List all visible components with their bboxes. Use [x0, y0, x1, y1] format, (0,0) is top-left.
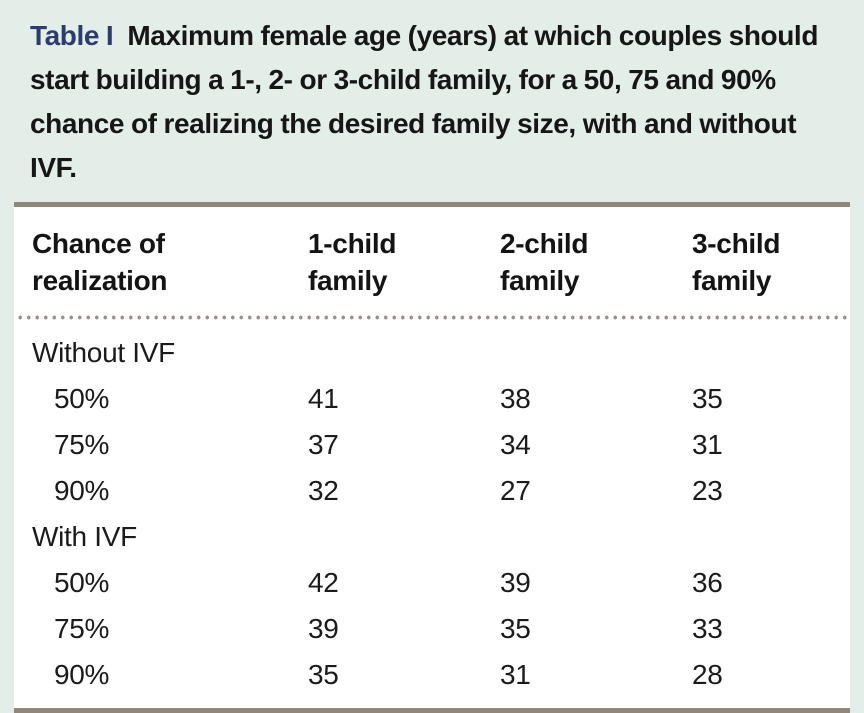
- table-panel: Chance of realization 1-child family 2-c…: [14, 202, 850, 713]
- chance-cell: 50%: [54, 567, 110, 598]
- column-header-chance: Chance of realization: [32, 228, 168, 296]
- value-cell-1-child: 32: [308, 475, 339, 506]
- value-cell-1-child: 37: [308, 429, 339, 460]
- value-cell-2-child: 31: [500, 659, 531, 690]
- table-row: 50% 42 39 36: [32, 560, 832, 606]
- value-cell-3-child: 23: [692, 475, 723, 506]
- value-cell-1-child: 39: [308, 613, 339, 644]
- column-header-1-child: 1-child family: [308, 228, 397, 296]
- table-caption: Table I Maximum female age (years) at whi…: [30, 14, 842, 190]
- value-cell-3-child: 28: [692, 659, 723, 690]
- table-caption-text: Maximum female age (years) at which coup…: [30, 20, 819, 183]
- value-cell-3-child: 36: [692, 567, 723, 598]
- table-body: Without IVF 50% 41 38 35 75% 37 34 31 90…: [14, 320, 850, 708]
- dotted-separator: [14, 315, 850, 320]
- section-label: With IVF: [32, 521, 137, 552]
- value-cell-2-child: 27: [500, 475, 531, 506]
- chance-cell: 75%: [54, 613, 110, 644]
- table-caption-label: Table I: [30, 20, 114, 51]
- chance-cell: 75%: [54, 429, 110, 460]
- value-cell-1-child: 41: [308, 383, 339, 414]
- chance-cell: 90%: [54, 659, 110, 690]
- value-cell-3-child: 31: [692, 429, 723, 460]
- value-cell-2-child: 38: [500, 383, 531, 414]
- value-cell-1-child: 35: [308, 659, 339, 690]
- table-row: 90% 32 27 23: [32, 468, 832, 514]
- value-cell-3-child: 33: [692, 613, 723, 644]
- table-row: 75% 37 34 31: [32, 422, 832, 468]
- section-row-without-ivf: Without IVF: [32, 330, 832, 376]
- value-cell-2-child: 35: [500, 613, 531, 644]
- value-cell-2-child: 39: [500, 567, 531, 598]
- table-row: 50% 41 38 35: [32, 376, 832, 422]
- value-cell-1-child: 42: [308, 567, 339, 598]
- value-cell-3-child: 35: [692, 383, 723, 414]
- chance-cell: 90%: [54, 475, 110, 506]
- section-row-with-ivf: With IVF: [32, 514, 832, 560]
- section-label: Without IVF: [32, 337, 175, 368]
- table-row: 75% 39 35 33: [32, 606, 832, 652]
- column-header-2-child: 2-child family: [500, 228, 589, 296]
- chance-cell: 50%: [54, 383, 110, 414]
- table-header-row: Chance of realization 1-child family 2-c…: [14, 207, 850, 315]
- column-header-3-child: 3-child family: [692, 228, 781, 296]
- table-row: 90% 35 31 28: [32, 652, 832, 698]
- value-cell-2-child: 34: [500, 429, 531, 460]
